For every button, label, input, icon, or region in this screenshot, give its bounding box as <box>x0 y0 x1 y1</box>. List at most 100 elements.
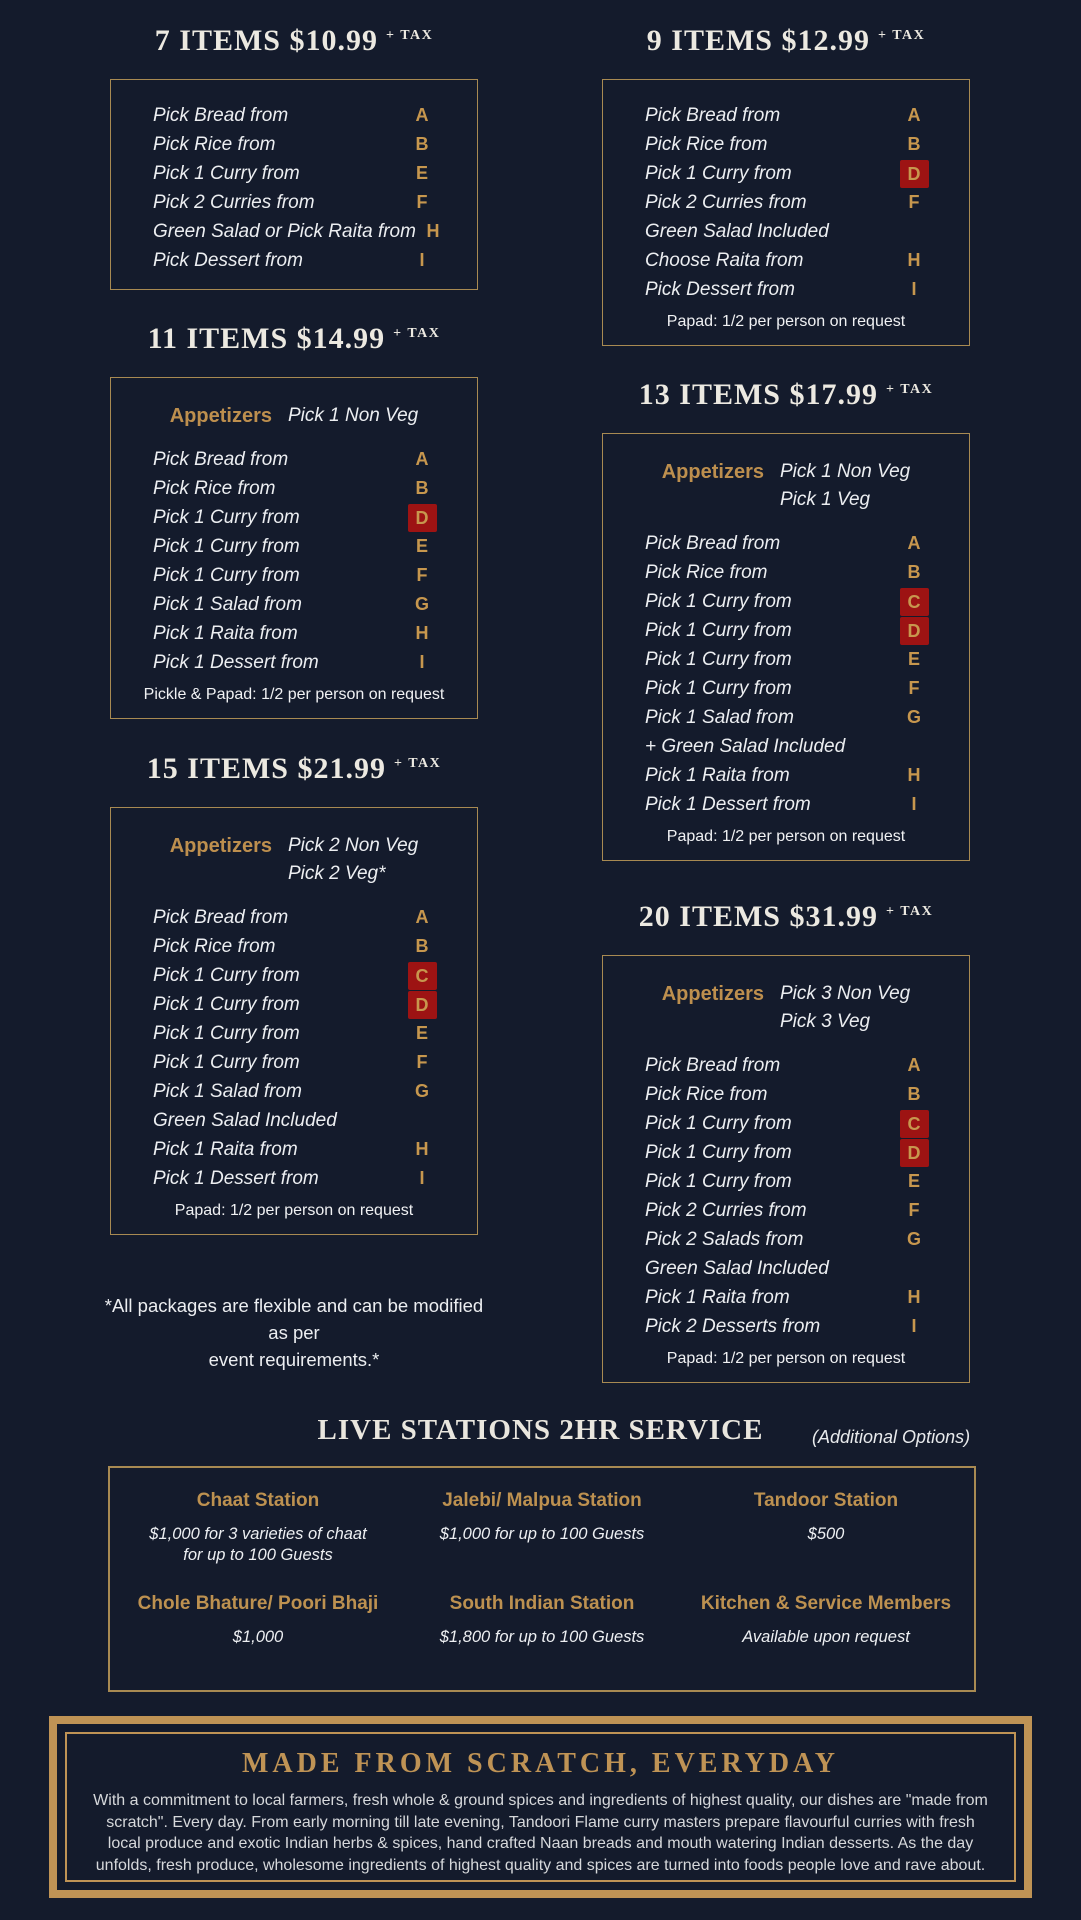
menu-item-row: Pick 1 Curry from E <box>603 1167 969 1196</box>
item-label: Pick Bread from <box>645 104 781 126</box>
item-letter-highlighted: D <box>407 503 437 532</box>
item-label: Pick 1 Raita from <box>645 1286 790 1308</box>
item-letter: H <box>907 765 921 785</box>
item-label: Pick 1 Curry from <box>153 1022 300 1044</box>
package-footnote: Papad: 1/2 per person on request <box>666 1350 906 1367</box>
station-desc: $1,000 <box>126 1627 390 1648</box>
item-label: Pick 1 Curry from <box>153 1051 300 1073</box>
menu-item-row: + Green Salad Included <box>603 732 969 761</box>
station-name: Chole Bhature/ Poori Bhaji <box>137 1593 379 1614</box>
appetizers-option-line: Pick 2 Non Veg <box>287 835 419 856</box>
appetizers-label: Appetizers <box>169 835 272 857</box>
item-label: Pick 2 Curries from <box>153 191 315 213</box>
menu-item-row: Pick 1 Curry from F <box>111 1048 477 1077</box>
package-title-text: 7 ITEMS $10.99 <box>154 24 378 57</box>
menu-item-row: Pick 1 Curry from C <box>111 961 477 990</box>
item-letter: B <box>907 134 921 154</box>
item-letter: E <box>415 163 428 183</box>
item-letter: F <box>416 1052 428 1072</box>
package-box: Pick Bread from A Pick Rice from B Pick 1 … <box>110 79 478 290</box>
package-title-text: 13 ITEMS $17.99 <box>638 378 878 411</box>
appetizers-options: Pick 2 Non Veg Pick 2 Veg* <box>288 833 418 887</box>
item-label: Pick Rice from <box>153 133 276 155</box>
item-label: Green Salad Included <box>645 1257 829 1279</box>
menu-item-row: Pick 1 Curry from D <box>111 503 477 532</box>
appetizers-label: Appetizers <box>169 405 272 427</box>
item-label: Pick 1 Curry from <box>645 648 792 670</box>
item-letter: A <box>415 449 429 469</box>
flexibility-note-line: *All packages are flexible and can be mo… <box>104 1295 484 1343</box>
item-letter: G <box>414 594 429 614</box>
item-label: Pick 1 Curry from <box>153 162 300 184</box>
flexibility-note-line: event requirements.* <box>208 1349 380 1370</box>
menu-item-row: Pick 1 Curry from E <box>111 1019 477 1048</box>
item-label: Pick 1 Curry from <box>645 1141 792 1163</box>
made-from-scratch-panel: MADE FROM SCRATCH, EVERYDAY With a commi… <box>49 1716 1032 1898</box>
item-label: Pick 2 Salads from <box>645 1228 804 1250</box>
menu-item-row: Pick 1 Curry from D <box>111 990 477 1019</box>
item-label: Pick Bread from <box>153 906 289 928</box>
item-letter: A <box>415 907 429 927</box>
item-label: Pick 1 Salad from <box>645 706 794 728</box>
item-letter: H <box>907 1287 921 1307</box>
menu-item-row: Pick 1 Curry from D <box>603 616 969 645</box>
item-letter: F <box>908 1200 920 1220</box>
package-title: 13 ITEMS $17.99 + TAX <box>602 378 970 412</box>
item-label: Pick 1 Curry from <box>645 1112 792 1134</box>
item-label: Pick 1 Dessert from <box>153 1167 319 1189</box>
station-desc: $1,000 for 3 varieties of chaat for up t… <box>126 1524 390 1566</box>
item-letter: F <box>416 192 428 212</box>
item-letter-highlighted: D <box>899 616 929 645</box>
package-title: 20 ITEMS $31.99 + TAX <box>602 900 970 934</box>
menu-item-row: Pick 1 Curry from E <box>111 159 477 188</box>
item-label: Pick Bread from <box>645 1054 781 1076</box>
menu-item-row: Pick 1 Curry from F <box>111 561 477 590</box>
station-desc-line: $500 <box>807 1525 845 1543</box>
item-letter: E <box>907 1171 920 1191</box>
menu-item-row: Pick 1 Curry from D <box>603 159 969 188</box>
menu-item-row: Green Salad Included <box>111 1106 477 1135</box>
station-desc-line: $1,000 for up to 100 Guests <box>439 1525 645 1543</box>
package-title-text: 20 ITEMS $31.99 <box>638 900 878 933</box>
menu-item-row: Pick 1 Dessert from I <box>111 648 477 677</box>
station-name: Chaat Station <box>196 1490 320 1511</box>
live-stations-title: LIVE STATIONS 2HR SERVICE <box>317 1414 764 1446</box>
package-title: 7 ITEMS $10.99 + TAX <box>110 24 478 58</box>
item-letter: A <box>907 533 921 553</box>
item-label: Pick 2 Curries from <box>645 1199 807 1221</box>
menu-item-row: Pick 1 Raita from H <box>111 1135 477 1164</box>
item-letter: F <box>908 678 920 698</box>
menu-item-row: Pick 2 Salads from G <box>603 1225 969 1254</box>
item-label: Pick 1 Curry from <box>153 993 300 1015</box>
station-chole-bhature: Chole Bhature/ Poori Bhaji $1,000 <box>116 1593 400 1648</box>
item-label: Pick 1 Curry from <box>645 677 792 699</box>
station-jalebi-malpua: Jalebi/ Malpua Station $1,000 for up to … <box>400 1490 684 1566</box>
appetizers-option-line: Pick 3 Non Veg <box>779 983 911 1004</box>
item-letter-highlighted: D <box>407 990 437 1019</box>
package-box: Appetizers Pick 3 Non Veg Pick 3 Veg Pic… <box>602 955 970 1383</box>
package-7-items: 7 ITEMS $10.99 + TAX Pick Bread from A Pic… <box>110 24 478 290</box>
station-kitchen-service: Kitchen & Service Members Available upon… <box>684 1593 968 1648</box>
item-letter: B <box>907 1084 921 1104</box>
menu-item-row: Pick Rice from B <box>603 130 969 159</box>
appetizers-option-line: Pick 1 Non Veg <box>779 461 911 482</box>
menu-item-row: Pick 1 Dessert from I <box>111 1164 477 1193</box>
menu-item-row: Pick 1 Raita from H <box>603 1283 969 1312</box>
item-letter: G <box>414 1081 429 1101</box>
appetizers-option-line: Pick 3 Veg <box>779 1011 871 1032</box>
menu-item-row: Green Salad Included <box>603 217 969 246</box>
item-letter: E <box>415 1023 428 1043</box>
item-letter: I <box>419 250 425 270</box>
item-letter-highlighted: C <box>899 1109 929 1138</box>
menu-item-row: Pick 2 Desserts from I <box>603 1312 969 1341</box>
menu-item-row: Pick 1 Dessert from I <box>603 790 969 819</box>
appetizers-label: Appetizers <box>661 983 764 1005</box>
menu-item-row: Pick 1 Curry from E <box>603 645 969 674</box>
package-9-items: 9 ITEMS $12.99 + TAX Pick Bread from A Pic… <box>602 24 970 346</box>
package-footnote: Papad: 1/2 per person on request <box>666 313 906 330</box>
footer-body-text: With a commitment to local farmers, fres… <box>93 1792 988 1874</box>
item-label: Pick 2 Curries from <box>645 191 807 213</box>
item-label: Pick Bread from <box>645 532 781 554</box>
item-letter-highlighted: C <box>899 587 929 616</box>
item-letter: I <box>911 1316 917 1336</box>
